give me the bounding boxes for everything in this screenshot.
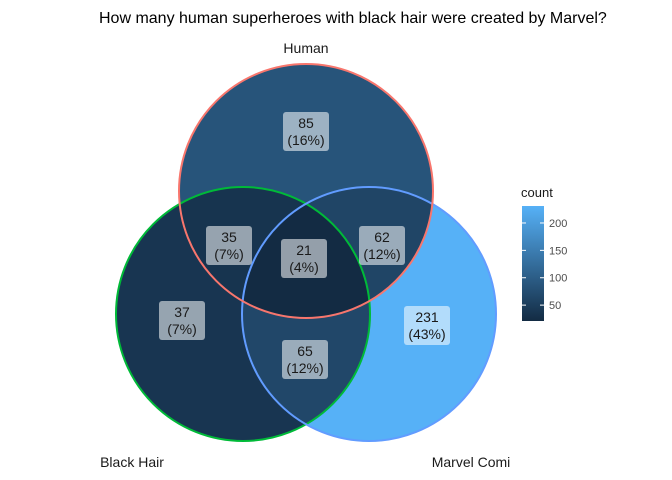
region-labels: 85(16%)37(7%)231(43%)35(7%)62(12%)65(12%… [159, 112, 450, 379]
set-outlines [115, 63, 497, 442]
region-label-human-and-marvel-comi: 62(12%) [359, 226, 405, 265]
marvel-outline [241, 186, 497, 442]
region-label-bg [282, 340, 328, 379]
region-percent: (12%) [286, 360, 323, 376]
legend-tick-label: 100 [549, 273, 567, 285]
set-label-black-hair: Black Hair [100, 454, 164, 470]
region-label-bg [283, 112, 329, 151]
region-label-marvel-comi: 231(43%) [404, 306, 450, 345]
region-count: 65 [297, 343, 313, 359]
region-percent: (12%) [363, 246, 400, 262]
chart-title: How many human superheroes with black ha… [99, 10, 607, 27]
region-count: 35 [221, 229, 237, 245]
human-outline [178, 63, 434, 319]
region-label-human-and-black-hair: 35(7%) [206, 226, 252, 265]
region-count: 21 [296, 242, 312, 258]
black-hair-outline [115, 186, 371, 442]
region-percent: (7%) [214, 246, 244, 262]
set-label-marvel: Marvel Comi [432, 454, 511, 470]
region-label-bg [281, 239, 327, 278]
region-percent: (43%) [408, 326, 445, 342]
region-label-black-hair-and-marvel-comi: 65(12%) [282, 340, 328, 379]
region-count: 231 [415, 309, 439, 325]
region-count: 85 [298, 115, 314, 131]
region-percent: (7%) [167, 321, 197, 337]
legend-tick-label: 150 [549, 245, 567, 257]
region-percent: (4%) [289, 259, 319, 275]
legend-tick-label: 50 [549, 300, 561, 312]
region-label-black-hair: 37(7%) [159, 301, 205, 340]
region-label-human: 85(16%) [283, 112, 329, 151]
legend-ticks: 50 100 150 200 [522, 218, 567, 312]
region-label-human-and-black-hair-and-marvel-comi: 21(4%) [281, 239, 327, 278]
region-count: 37 [174, 304, 190, 320]
region-label-bg [359, 226, 405, 265]
count-legend: count 50 100 150 200 [521, 185, 567, 321]
region-label-bg [404, 306, 450, 345]
legend-title: count [521, 185, 553, 200]
region-label-bg [206, 226, 252, 265]
region-label-bg [159, 301, 205, 340]
legend-tick-label: 200 [549, 218, 567, 230]
set-label-human: Human [283, 40, 328, 56]
region-count: 62 [374, 229, 390, 245]
legend-colorbar [522, 206, 544, 321]
region-percent: (16%) [287, 132, 324, 148]
